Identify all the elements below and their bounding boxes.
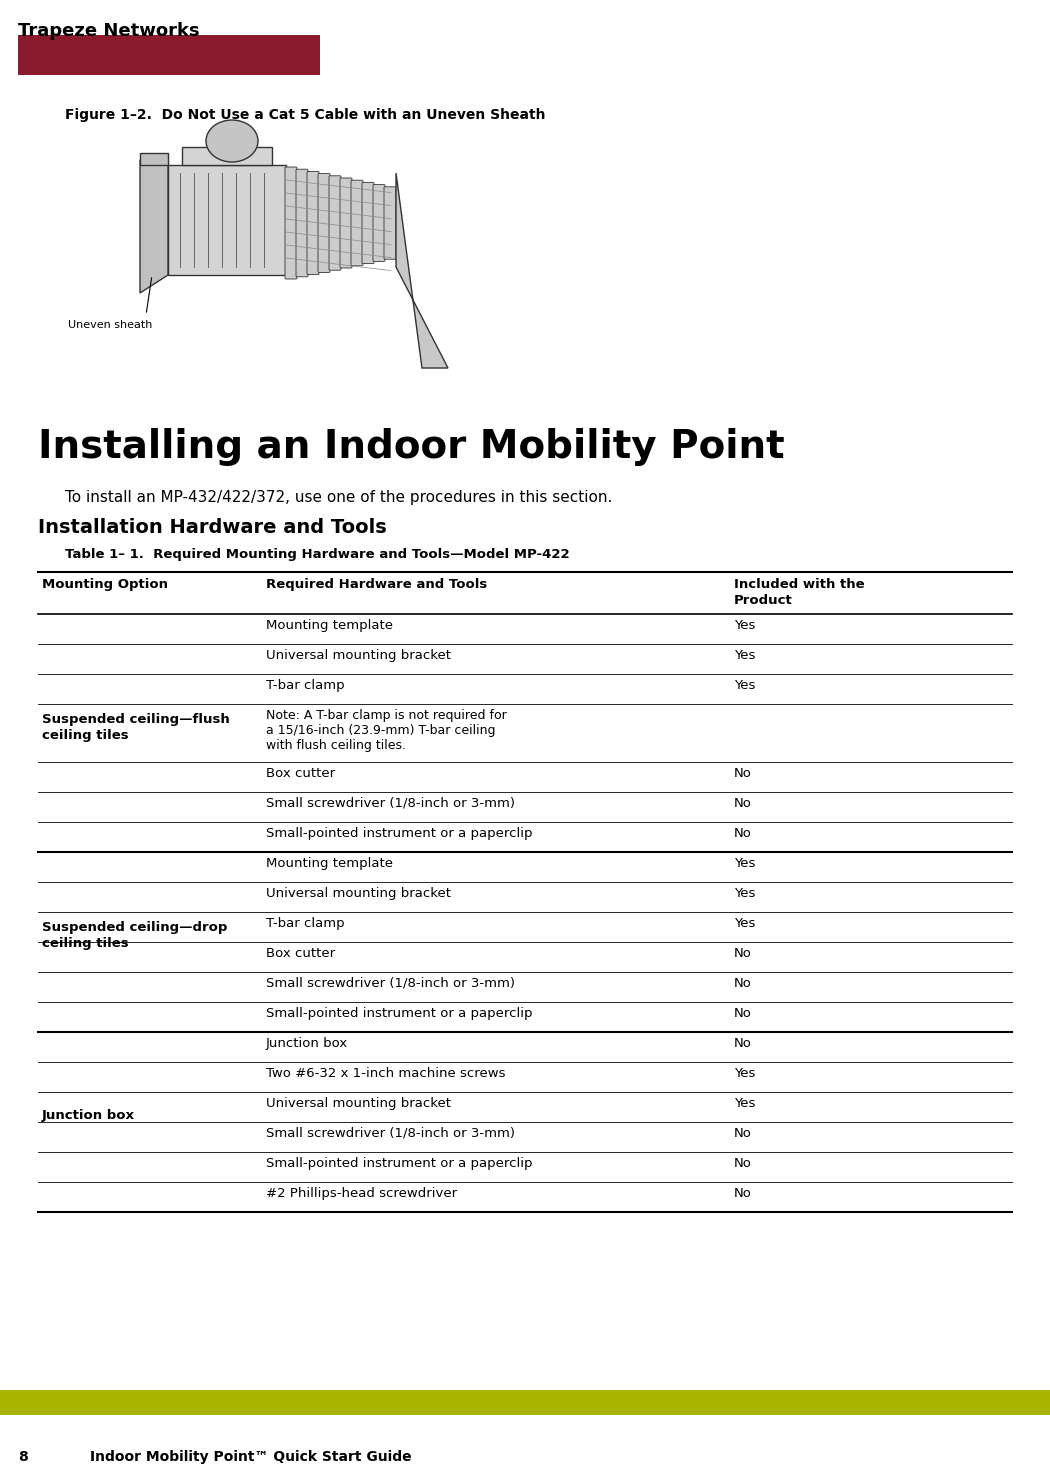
Text: No: No: [734, 1187, 752, 1200]
Text: Installation Hardware and Tools: Installation Hardware and Tools: [38, 518, 386, 537]
Text: Figure 1–2.  Do Not Use a Cat 5 Cable with an Uneven Sheath: Figure 1–2. Do Not Use a Cat 5 Cable wit…: [65, 109, 546, 122]
Text: #2 Phillips-head screwdriver: #2 Phillips-head screwdriver: [266, 1187, 457, 1200]
Text: Yes: Yes: [734, 679, 755, 692]
FancyBboxPatch shape: [307, 172, 319, 274]
FancyBboxPatch shape: [140, 153, 168, 164]
Text: Small screwdriver (1/8-inch or 3-mm): Small screwdriver (1/8-inch or 3-mm): [266, 797, 514, 810]
Text: Included with the
Product: Included with the Product: [734, 578, 864, 607]
Text: No: No: [734, 948, 752, 959]
Text: Junction box: Junction box: [42, 1109, 135, 1122]
Text: Trapeze Networks: Trapeze Networks: [18, 22, 199, 40]
Text: No: No: [734, 1037, 752, 1050]
Bar: [0, 1391, 1050, 1416]
Text: Yes: Yes: [734, 857, 755, 870]
FancyBboxPatch shape: [373, 185, 385, 261]
FancyBboxPatch shape: [384, 186, 396, 260]
FancyBboxPatch shape: [340, 178, 352, 268]
Text: Mounting template: Mounting template: [266, 857, 393, 870]
Text: Universal mounting bracket: Universal mounting bracket: [266, 888, 452, 899]
Text: Yes: Yes: [734, 1097, 755, 1111]
Text: Uneven sheath: Uneven sheath: [68, 320, 152, 330]
Text: Required Hardware and Tools: Required Hardware and Tools: [266, 578, 487, 591]
Text: Universal mounting bracket: Universal mounting bracket: [266, 1097, 452, 1111]
FancyBboxPatch shape: [351, 180, 363, 266]
Text: T-bar clamp: T-bar clamp: [266, 917, 344, 930]
Text: Suspended ceiling—flush
ceiling tiles: Suspended ceiling—flush ceiling tiles: [42, 713, 230, 741]
FancyBboxPatch shape: [296, 169, 308, 277]
Text: Yes: Yes: [734, 917, 755, 930]
Text: No: No: [734, 977, 752, 990]
Ellipse shape: [206, 120, 258, 161]
Text: Yes: Yes: [734, 888, 755, 899]
Polygon shape: [140, 160, 168, 293]
Text: T-bar clamp: T-bar clamp: [266, 679, 344, 692]
FancyBboxPatch shape: [329, 176, 341, 270]
FancyBboxPatch shape: [362, 182, 374, 264]
Text: 8: 8: [18, 1449, 27, 1464]
FancyBboxPatch shape: [182, 147, 272, 164]
Text: Suspended ceiling—drop
ceiling tiles: Suspended ceiling—drop ceiling tiles: [42, 921, 228, 951]
Text: Small screwdriver (1/8-inch or 3-mm): Small screwdriver (1/8-inch or 3-mm): [266, 1127, 514, 1140]
Text: No: No: [734, 1127, 752, 1140]
Text: Yes: Yes: [734, 1067, 755, 1080]
Text: To install an MP-432/422/372, use one of the procedures in this section.: To install an MP-432/422/372, use one of…: [65, 490, 612, 505]
FancyBboxPatch shape: [168, 164, 286, 274]
Text: No: No: [734, 797, 752, 810]
Text: Box cutter: Box cutter: [266, 948, 335, 959]
Text: Yes: Yes: [734, 648, 755, 662]
Text: Note: A T-bar clamp is not required for
a 15/16-inch (23.9-mm) T-bar ceiling
wit: Note: A T-bar clamp is not required for …: [266, 709, 507, 753]
Text: Installing an Indoor Mobility Point: Installing an Indoor Mobility Point: [38, 428, 784, 467]
Text: Mounting template: Mounting template: [266, 619, 393, 632]
Text: Small-pointed instrument or a paperclip: Small-pointed instrument or a paperclip: [266, 827, 532, 841]
Polygon shape: [396, 173, 448, 368]
Text: Junction box: Junction box: [266, 1037, 349, 1050]
Text: Small-pointed instrument or a paperclip: Small-pointed instrument or a paperclip: [266, 1157, 532, 1171]
Text: Small screwdriver (1/8-inch or 3-mm): Small screwdriver (1/8-inch or 3-mm): [266, 977, 514, 990]
Text: No: No: [734, 1157, 752, 1171]
Text: Box cutter: Box cutter: [266, 767, 335, 780]
Text: Table 1– 1.  Required Mounting Hardware and Tools—Model MP-422: Table 1– 1. Required Mounting Hardware a…: [65, 549, 569, 560]
FancyBboxPatch shape: [318, 173, 330, 273]
Text: Universal mounting bracket: Universal mounting bracket: [266, 648, 452, 662]
Text: Indoor Mobility Point™ Quick Start Guide: Indoor Mobility Point™ Quick Start Guide: [90, 1449, 412, 1464]
Text: Mounting Option: Mounting Option: [42, 578, 168, 591]
Text: Two #6-32 x 1-inch machine screws: Two #6-32 x 1-inch machine screws: [266, 1067, 505, 1080]
Text: Small-pointed instrument or a paperclip: Small-pointed instrument or a paperclip: [266, 1006, 532, 1020]
Bar: [18, 35, 320, 75]
Text: No: No: [734, 767, 752, 780]
Text: No: No: [734, 827, 752, 841]
Text: No: No: [734, 1006, 752, 1020]
FancyBboxPatch shape: [285, 167, 297, 279]
Text: Yes: Yes: [734, 619, 755, 632]
